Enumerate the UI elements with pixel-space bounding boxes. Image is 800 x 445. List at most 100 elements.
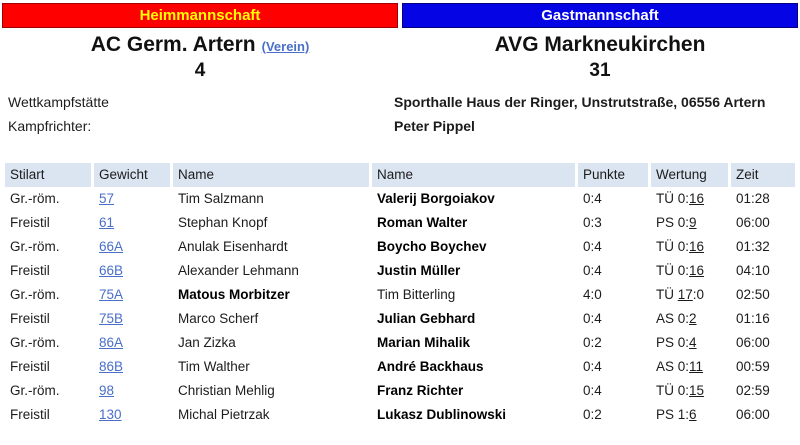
venue-value: Sporthalle Haus der Ringer, Unstrutstraß… bbox=[394, 94, 766, 110]
bout-gewicht-cell: 57 bbox=[94, 187, 170, 211]
bout-home-wrestler: Stephan Knopf bbox=[178, 215, 268, 230]
col-header-gewicht: Gewicht bbox=[94, 163, 170, 187]
bout-guest-wrestler: Tim Bitterling bbox=[377, 287, 456, 302]
weight-class-link[interactable]: 86B bbox=[99, 359, 124, 374]
bouts-header-row: Stilart Gewicht Name Name Punkte Wertung… bbox=[5, 163, 795, 187]
weight-class-link[interactable]: 57 bbox=[99, 191, 115, 206]
bout-wertung: TÜ 17:0 bbox=[656, 287, 705, 302]
bout-zeit: 02:59 bbox=[736, 383, 770, 398]
bout-wertung: TÜ 0:16 bbox=[656, 263, 705, 278]
bout-wertung: AS 0:11 bbox=[656, 359, 704, 374]
home-team-block: AC Germ. Artern (Verein) 4 bbox=[2, 32, 398, 82]
bout-gewicht-cell: 86A bbox=[94, 331, 170, 355]
bout-guest-wrestler: Roman Walter bbox=[377, 215, 468, 230]
bout-wertung: TÜ 0:16 bbox=[656, 239, 705, 254]
bout-punkte: 4:0 bbox=[583, 287, 602, 302]
home-team-name: AC Germ. Artern bbox=[90, 33, 256, 56]
guest-team-score: 31 bbox=[589, 60, 611, 81]
venue-row: Wettkampfstätte Sporthalle Haus der Ring… bbox=[2, 94, 798, 111]
bout-gewicht-cell: 66A bbox=[94, 235, 170, 259]
bout-punkte: 0:4 bbox=[583, 311, 602, 326]
bout-home-wrestler: Alexander Lehmann bbox=[178, 263, 299, 278]
bout-punkte: 0:2 bbox=[583, 335, 602, 350]
weight-class-link[interactable]: 86A bbox=[99, 335, 124, 350]
bout-stilart: Freistil bbox=[10, 311, 50, 326]
bout-punkte: 0:3 bbox=[583, 215, 602, 230]
bout-row: Freistil 61 Stephan Knopf Roman Walter 0… bbox=[5, 211, 795, 235]
bout-home-wrestler: Tim Walther bbox=[178, 359, 250, 374]
col-header-zeit: Zeit bbox=[731, 163, 795, 187]
weight-class-link[interactable]: 66B bbox=[99, 263, 124, 278]
bouts-table: Stilart Gewicht Name Name Punkte Wertung… bbox=[2, 163, 798, 427]
bout-stilart: Freistil bbox=[10, 407, 50, 422]
referee-row: Kampfrichter: Peter Pippel bbox=[2, 118, 798, 135]
bout-home-wrestler: Jan Zizka bbox=[178, 335, 236, 350]
bout-gewicht-cell: 130 bbox=[94, 403, 170, 427]
bout-zeit: 06:00 bbox=[736, 215, 770, 230]
bout-guest-wrestler: Justin Müller bbox=[377, 263, 461, 278]
col-header-punkte: Punkte bbox=[578, 163, 648, 187]
referee-label: Kampfrichter: bbox=[8, 117, 92, 134]
bout-guest-wrestler: Franz Richter bbox=[377, 383, 464, 398]
bout-zeit: 06:00 bbox=[736, 407, 770, 422]
bout-row: Gr.-röm. 57 Tim Salzmann Valerij Borgoia… bbox=[5, 187, 795, 211]
bout-stilart: Gr.-röm. bbox=[10, 287, 60, 302]
verein-link[interactable]: (Verein) bbox=[261, 39, 310, 54]
bout-row: Gr.-röm. 86A Jan Zizka Marian Mihalik 0:… bbox=[5, 331, 795, 355]
col-header-name-guest: Name bbox=[372, 163, 575, 187]
weight-class-link[interactable]: 66A bbox=[99, 239, 124, 254]
bout-zeit: 01:32 bbox=[736, 239, 770, 254]
bouts-tbody: Gr.-röm. 57 Tim Salzmann Valerij Borgoia… bbox=[5, 187, 795, 427]
bout-punkte: 0:4 bbox=[583, 263, 602, 278]
guest-team-name: AVG Markneukirchen bbox=[494, 33, 706, 56]
bout-gewicht-cell: 86B bbox=[94, 355, 170, 379]
bout-stilart: Freistil bbox=[10, 359, 50, 374]
guest-team-block: AVG Markneukirchen 31 bbox=[402, 32, 798, 82]
bout-stilart: Freistil bbox=[10, 263, 50, 278]
bout-guest-wrestler: Boycho Boychev bbox=[377, 239, 487, 254]
bout-row: Gr.-röm. 98 Christian Mehlig Franz Richt… bbox=[5, 379, 795, 403]
weight-class-link[interactable]: 75A bbox=[99, 287, 124, 302]
bout-row: Freistil 66B Alexander Lehmann Justin Mü… bbox=[5, 259, 795, 283]
bout-zeit: 00:59 bbox=[736, 359, 770, 374]
bout-stilart: Gr.-röm. bbox=[10, 191, 60, 206]
bout-gewicht-cell: 75B bbox=[94, 307, 170, 331]
bout-zeit: 06:00 bbox=[736, 335, 770, 350]
bout-guest-wrestler: Valerij Borgoiakov bbox=[377, 191, 495, 206]
bout-wertung: TÜ 0:16 bbox=[656, 191, 705, 206]
bout-row: Freistil 86B Tim Walther André Backhaus … bbox=[5, 355, 795, 379]
bout-punkte: 0:4 bbox=[583, 191, 602, 206]
bout-wertung: PS 1:6 bbox=[656, 407, 697, 422]
bout-punkte: 0:4 bbox=[583, 383, 602, 398]
bout-zeit: 01:16 bbox=[736, 311, 770, 326]
bout-row: Freistil 75B Marco Scherf Julian Gebhard… bbox=[5, 307, 795, 331]
bout-home-wrestler: Anulak Eisenhardt bbox=[178, 239, 288, 254]
bout-punkte: 0:4 bbox=[583, 239, 602, 254]
bout-wertung: PS 0:9 bbox=[656, 215, 697, 230]
col-header-stilart: Stilart bbox=[5, 163, 91, 187]
bout-stilart: Gr.-röm. bbox=[10, 239, 60, 254]
weight-class-link[interactable]: 98 bbox=[99, 383, 115, 398]
weight-class-link[interactable]: 130 bbox=[99, 407, 122, 422]
bout-punkte: 0:2 bbox=[583, 407, 602, 422]
bout-gewicht-cell: 66B bbox=[94, 259, 170, 283]
bout-guest-wrestler: André Backhaus bbox=[377, 359, 484, 374]
home-team-score: 4 bbox=[194, 60, 206, 81]
bout-guest-wrestler: Lukasz Dublinowski bbox=[377, 407, 507, 422]
bout-zeit: 04:10 bbox=[736, 263, 770, 278]
bout-gewicht-cell: 75A bbox=[94, 283, 170, 307]
weight-class-link[interactable]: 75B bbox=[99, 311, 124, 326]
bout-stilart: Gr.-röm. bbox=[10, 335, 60, 350]
guest-team-banner: Gastmannschaft bbox=[402, 3, 798, 28]
bout-zeit: 02:50 bbox=[736, 287, 770, 302]
home-team-banner: Heimmannschaft bbox=[2, 3, 398, 28]
bout-home-wrestler: Matous Morbitzer bbox=[178, 287, 290, 302]
bout-home-wrestler: Marco Scherf bbox=[178, 311, 259, 326]
col-header-name-home: Name bbox=[173, 163, 369, 187]
bout-home-wrestler: Tim Salzmann bbox=[178, 191, 264, 206]
referee-value: Peter Pippel bbox=[394, 117, 475, 134]
weight-class-link[interactable]: 61 bbox=[99, 215, 115, 230]
bout-row: Freistil 130 Michal Pietrzak Lukasz Dubl… bbox=[5, 403, 795, 427]
bout-zeit: 01:28 bbox=[736, 191, 770, 206]
bout-stilart: Freistil bbox=[10, 215, 50, 230]
